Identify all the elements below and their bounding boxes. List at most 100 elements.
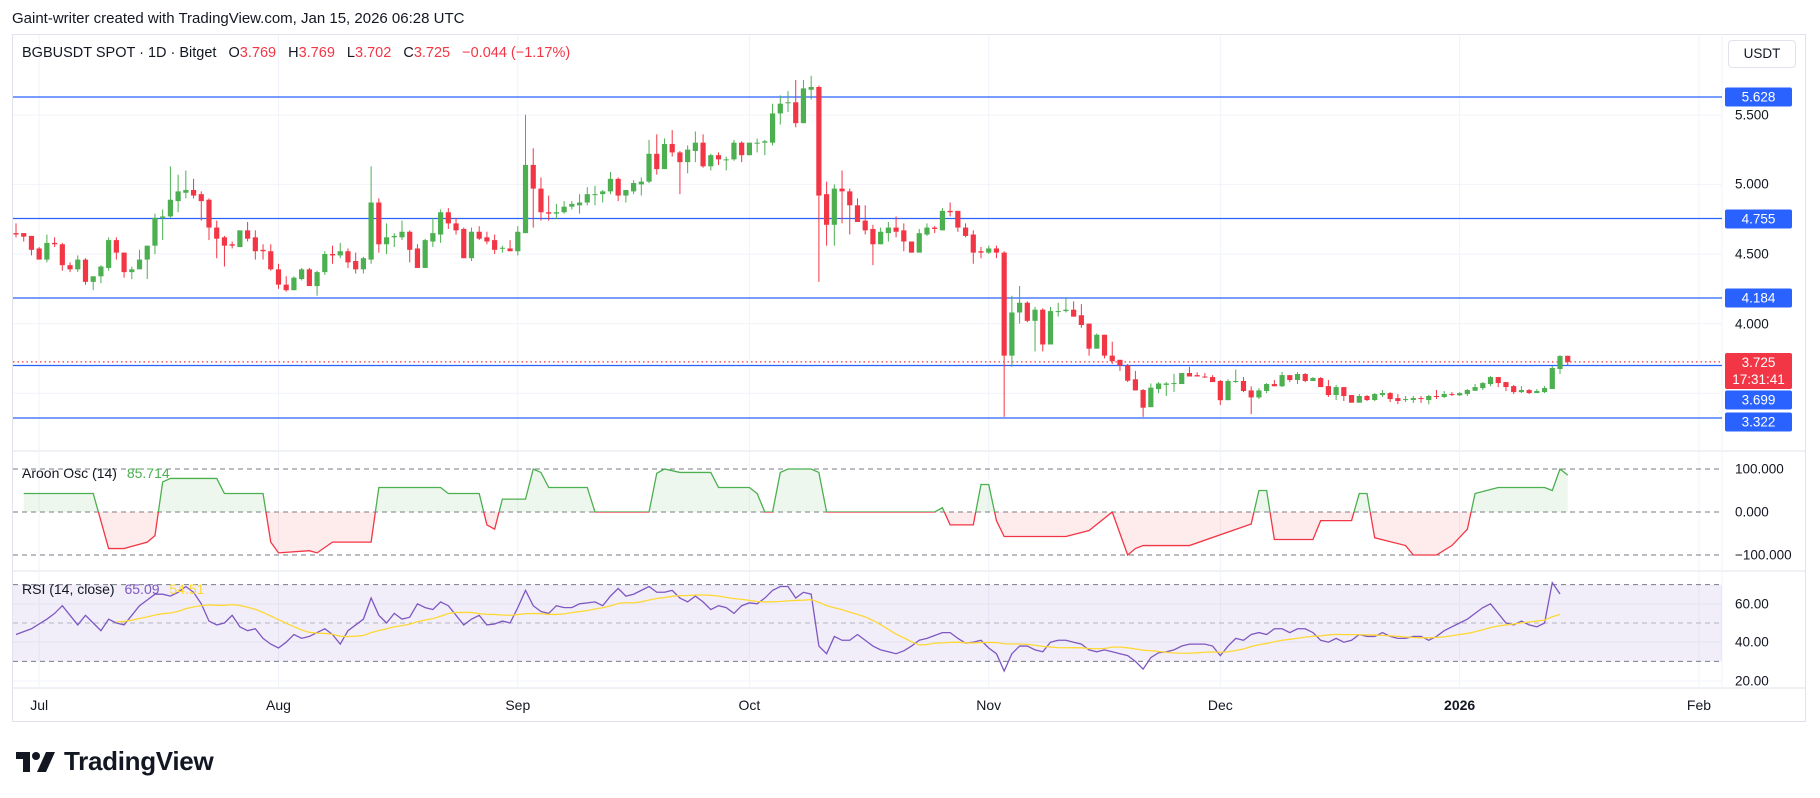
candle-body xyxy=(167,199,173,217)
candle xyxy=(214,220,220,259)
rsi-legend[interactable]: RSI (14, close) 65.09 54.51 xyxy=(22,581,204,597)
rsi-line xyxy=(15,581,1561,673)
candle xyxy=(1217,379,1223,406)
candle xyxy=(1256,388,1262,400)
candle-body xyxy=(1372,394,1378,401)
candle xyxy=(368,166,374,264)
candle xyxy=(901,223,907,252)
time-tick-label: Oct xyxy=(738,697,761,713)
candle-body xyxy=(1271,384,1277,387)
candle xyxy=(1001,251,1007,417)
candle-body xyxy=(1503,382,1509,388)
candle-body xyxy=(322,254,328,273)
rsi-value: 65.09 xyxy=(124,581,160,597)
candle xyxy=(538,177,544,221)
candle-body xyxy=(1418,398,1424,400)
candle xyxy=(962,223,969,238)
candle-body xyxy=(275,269,282,285)
candle-body xyxy=(1047,311,1054,345)
candle xyxy=(98,265,104,284)
candle-body xyxy=(1549,368,1555,390)
candle xyxy=(353,252,359,274)
candle-body xyxy=(947,210,953,213)
candle-body xyxy=(468,231,475,259)
candle-body xyxy=(800,88,807,124)
candle xyxy=(970,230,976,264)
price-tick-label: 5.500 xyxy=(1735,107,1769,123)
candle-body xyxy=(1163,383,1169,385)
candle-body xyxy=(962,227,969,236)
candle xyxy=(607,171,614,195)
candle xyxy=(1511,385,1517,395)
candle-body xyxy=(646,153,652,182)
candle xyxy=(932,226,938,234)
candle xyxy=(461,227,467,259)
candle-body xyxy=(1464,390,1470,395)
candle-body xyxy=(615,178,621,196)
candle xyxy=(260,244,266,260)
candle xyxy=(1017,286,1023,324)
candle-body xyxy=(507,248,513,252)
candle-body xyxy=(700,142,706,167)
candle-body xyxy=(970,234,976,253)
candle-body xyxy=(1356,396,1362,403)
candle-body xyxy=(1526,390,1532,394)
candle-body xyxy=(391,235,397,238)
candle-body xyxy=(862,220,868,231)
candle-body xyxy=(932,227,938,229)
candle-body xyxy=(1449,394,1455,396)
candle xyxy=(407,230,413,263)
candle-body xyxy=(430,233,436,242)
candle xyxy=(600,189,606,203)
aroon-axis-100: 100.000 xyxy=(1735,461,1784,477)
candle xyxy=(646,139,652,184)
candle-body xyxy=(499,247,505,249)
candle xyxy=(1472,384,1478,391)
candle xyxy=(584,187,590,206)
candle xyxy=(986,245,992,255)
candle xyxy=(685,145,691,174)
bar-countdown: 17:31:41 xyxy=(1732,372,1785,387)
candle-body xyxy=(445,212,451,224)
candle xyxy=(793,80,799,128)
candle-body xyxy=(623,189,629,196)
candle-body xyxy=(453,223,459,231)
candle-body xyxy=(522,164,529,234)
candle xyxy=(492,234,498,255)
candle-body xyxy=(1101,334,1108,356)
rsi-ma-line xyxy=(116,594,1561,654)
aroon-value: 85.714 xyxy=(126,465,170,481)
candle-body xyxy=(515,231,521,252)
aroon-title: Aroon Osc (14) xyxy=(22,465,117,481)
candle-body xyxy=(492,240,498,250)
candle xyxy=(1387,392,1393,402)
candle-body xyxy=(106,240,112,268)
candle xyxy=(1341,387,1347,402)
chart-credit: Gaint-writer created with TradingView.co… xyxy=(12,10,465,27)
candle xyxy=(1457,392,1463,397)
tradingview-logo[interactable]: TradingView xyxy=(16,746,214,777)
candle-body xyxy=(484,237,490,242)
aroon-legend[interactable]: Aroon Osc (14) 85.714 xyxy=(22,465,170,481)
candle xyxy=(1155,382,1162,394)
candle xyxy=(546,195,552,221)
candle xyxy=(1202,373,1208,378)
level-tag-4184: 4.184 xyxy=(1725,288,1792,308)
candle-body xyxy=(808,86,814,90)
candle-body xyxy=(669,144,675,153)
candle-body xyxy=(1202,376,1208,378)
candle xyxy=(800,80,807,124)
candle xyxy=(1032,306,1038,352)
symbol-info[interactable]: BGBUSDT SPOT · 1D · Bitget xyxy=(22,45,217,61)
currency-button[interactable]: USDT xyxy=(1728,40,1796,68)
candle-body xyxy=(144,245,150,260)
candle xyxy=(1240,377,1247,393)
candle xyxy=(1356,394,1362,403)
candle-body xyxy=(59,244,65,266)
candle-body xyxy=(878,231,884,245)
candle xyxy=(1179,373,1185,385)
candle-body xyxy=(1518,390,1524,393)
tradingview-logo-icon xyxy=(16,751,55,772)
candle-body xyxy=(1117,359,1123,366)
